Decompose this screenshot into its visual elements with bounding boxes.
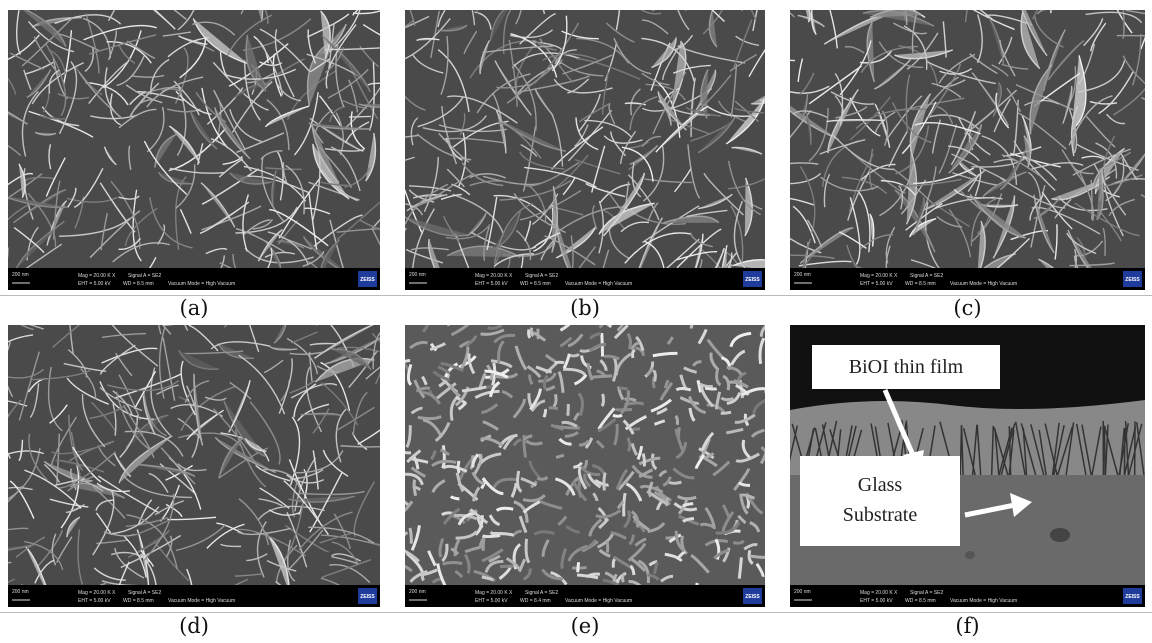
info-text: Vacuum Mode = High Vacuum: [950, 281, 1017, 287]
brand: ZEISS: [360, 594, 375, 600]
brand: ZEISS: [1125, 277, 1140, 283]
sem-image: 200 nm Mag = 20.00 K X Signal A = SE2 EHT =…: [8, 10, 380, 290]
annotation: Glass Substrate: [800, 456, 960, 546]
info-text: Signal A = SE2: [910, 590, 943, 596]
flake-edge: [458, 461, 459, 473]
scale-label: 200 nm: [409, 589, 426, 595]
caption: (d): [14, 614, 374, 638]
info-text: Signal A = SE2: [128, 590, 161, 596]
info-text: Mag = 20.00 K X: [475, 273, 513, 279]
info-text: Mag = 20.00 K X: [475, 590, 513, 596]
flake-edge: [529, 329, 530, 337]
sem-image: 200 nm Mag = 20.00 K X Signal A = SE2 EHT =…: [790, 10, 1145, 290]
caption: (a): [14, 296, 374, 320]
info-text: WD = 8.4 mm: [520, 598, 551, 604]
flake-edge: [422, 571, 424, 580]
info-text: Vacuum Mode = High Vacuum: [168, 281, 235, 287]
sem-image: 200 nm Mag = 20.00 K X Signal A = SE2 EHT =…: [8, 325, 380, 607]
brand: ZEISS: [1125, 594, 1140, 600]
flake-edge: [349, 116, 371, 117]
info-text: Mag = 20.00 K X: [860, 590, 898, 596]
scale-label: 200 nm: [409, 272, 426, 278]
info-text: EHT = 5.00 kV: [860, 598, 893, 604]
info-text: EHT = 5.00 kV: [78, 598, 111, 604]
flake-edge: [414, 480, 416, 496]
flake-edge: [624, 493, 625, 516]
flake-edge: [410, 528, 412, 544]
flake-edge: [619, 388, 628, 389]
info-text: EHT = 5.00 kV: [860, 281, 893, 287]
info-text: WD = 8.5 mm: [520, 281, 551, 287]
info-text: Signal A = SE2: [910, 273, 943, 279]
separator: [0, 612, 1152, 613]
sem-image: 200 nm Mag = 20.00 K X Signal A = SE2 EHT =…: [405, 325, 765, 607]
info-text: EHT = 5.00 kV: [475, 281, 508, 287]
flake-edge: [549, 408, 558, 409]
flake-edge: [591, 376, 613, 377]
flake-edge: [607, 541, 608, 552]
sem-image: 200 nm Mag = 20.00 K X Signal A = SE2 EHT =…: [405, 10, 765, 290]
info-text: Mag = 20.00 K X: [78, 273, 116, 279]
flake-edge: [604, 473, 605, 491]
info-text: Vacuum Mode = High Vacuum: [565, 598, 632, 604]
flake-edge: [721, 412, 731, 413]
micrograph: 200 nm Mag = 20.00 K X Signal A = SE2 EHT =…: [405, 325, 765, 607]
scale-label: 200 nm: [12, 589, 29, 595]
flake-edge: [654, 371, 655, 382]
info-text: WD = 8.5 mm: [123, 281, 154, 287]
info-text: Signal A = SE2: [128, 273, 161, 279]
annotation: BiOI thin film: [812, 345, 1000, 389]
flake-edge: [555, 362, 564, 363]
scale-label: 200 nm: [794, 272, 811, 278]
flake-edge: [667, 497, 668, 506]
flake-edge: [483, 535, 501, 536]
film-texture: [1104, 426, 1105, 475]
particle: [965, 551, 975, 559]
info-text: EHT = 5.00 kV: [475, 598, 508, 604]
particle: [1050, 528, 1070, 542]
info-text: Vacuum Mode = High Vacuum: [565, 281, 632, 287]
film-texture: [1124, 428, 1125, 475]
info-text: Signal A = SE2: [525, 590, 558, 596]
flake-edge: [676, 388, 690, 390]
flake-edge: [602, 394, 604, 406]
brand: ZEISS: [745, 594, 760, 600]
flake-edge: [578, 562, 579, 572]
caption: (c): [788, 296, 1148, 320]
flake-edge: [643, 454, 644, 467]
info-text: WD = 8.5 mm: [123, 598, 154, 604]
caption: (f): [788, 614, 1148, 638]
brand: ZEISS: [745, 277, 760, 283]
figure: {"panels": [ {"caption": "(a)", "info": …: [0, 0, 1152, 643]
scale-label: 200 nm: [12, 272, 29, 278]
info-text: Mag = 20.00 K X: [78, 590, 116, 596]
flake-edge: [628, 438, 630, 451]
flake-edge: [750, 556, 765, 558]
micrograph: 200 nm Mag = 20.00 K X Signal A = SE2 EHT =…: [405, 10, 765, 290]
info-text: Vacuum Mode = High Vacuum: [168, 598, 235, 604]
info-text: Vacuum Mode = High Vacuum: [950, 598, 1017, 604]
info-text: WD = 8.5 mm: [905, 281, 936, 287]
flake-edge: [544, 409, 545, 417]
caption: (b): [405, 296, 765, 320]
caption: (e): [405, 614, 765, 638]
micrograph: 200 nm Mag = 20.00 K X Signal A = SE2 EHT =…: [8, 10, 380, 290]
flake-edge: [613, 415, 622, 416]
info-text: Mag = 20.00 K X: [860, 273, 898, 279]
info-text: EHT = 5.00 kV: [78, 281, 111, 287]
scale-label: 200 nm: [794, 589, 811, 595]
micrograph: 200 nm Mag = 20.00 K X Signal A = SE2 EHT =…: [790, 10, 1145, 290]
flake-edge: [705, 388, 717, 389]
flake-edge: [623, 574, 625, 583]
micrograph: 200 nm Mag = 20.00 K X Signal A = SE2 EHT =…: [8, 325, 380, 607]
flake-edge: [443, 562, 463, 563]
brand: ZEISS: [360, 277, 375, 283]
info-text: WD = 8.5 mm: [905, 598, 936, 604]
info-text: Signal A = SE2: [525, 273, 558, 279]
